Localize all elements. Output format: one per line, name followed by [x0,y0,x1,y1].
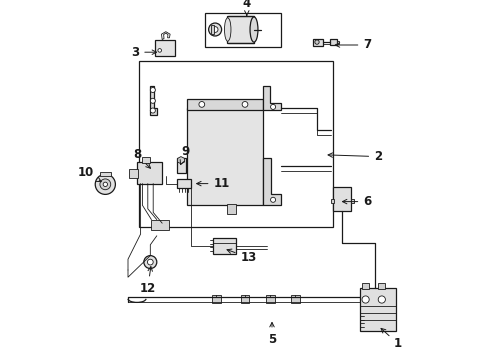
Text: 8: 8 [133,148,150,168]
Circle shape [100,179,111,190]
Text: 11: 11 [196,177,230,190]
Polygon shape [263,86,281,110]
Bar [227,16,254,43]
Circle shape [315,40,319,44]
Circle shape [209,23,221,36]
Circle shape [378,296,386,303]
Circle shape [199,102,205,107]
Bar [137,162,162,184]
Bar [205,13,281,47]
Bar [362,283,369,289]
Bar [139,61,333,227]
Circle shape [270,104,275,109]
Text: 7: 7 [335,39,371,51]
Bar [176,158,186,173]
Circle shape [150,108,155,113]
Text: 10: 10 [78,166,101,182]
Bar [351,199,354,203]
Text: 4: 4 [243,0,251,16]
Bar [155,40,175,56]
Bar [313,39,323,46]
Polygon shape [149,86,157,115]
Polygon shape [263,158,281,205]
Circle shape [144,256,157,269]
Bar [337,41,339,44]
Circle shape [158,49,162,52]
Bar [291,295,300,303]
Ellipse shape [224,18,231,41]
Bar [176,179,191,188]
Text: 5: 5 [268,323,276,346]
Bar [187,108,263,205]
Text: 3: 3 [131,46,156,59]
Circle shape [147,259,153,265]
Bar [213,238,236,254]
Bar [151,220,170,230]
Circle shape [95,174,116,194]
Circle shape [212,27,218,32]
Circle shape [242,102,248,107]
Bar [378,283,386,289]
Circle shape [270,197,275,202]
Text: 9: 9 [180,145,190,165]
Bar [143,157,149,163]
Polygon shape [178,157,185,164]
Text: 2: 2 [328,150,382,163]
Bar [99,172,111,176]
Text: 1: 1 [381,328,402,350]
Bar [333,187,351,211]
Circle shape [362,296,369,303]
Bar [241,295,249,303]
Bar [266,295,274,303]
Bar [129,169,138,178]
Bar [212,295,220,303]
Ellipse shape [250,17,258,42]
Bar [187,99,263,110]
Bar [360,288,396,331]
Bar [211,25,215,34]
Circle shape [150,98,155,103]
Bar [227,204,236,214]
Bar [331,199,334,203]
Text: 13: 13 [227,249,257,264]
Bar [330,39,337,45]
Circle shape [150,87,155,93]
Circle shape [103,182,107,186]
Text: 6: 6 [343,195,371,208]
Text: 12: 12 [140,267,156,294]
